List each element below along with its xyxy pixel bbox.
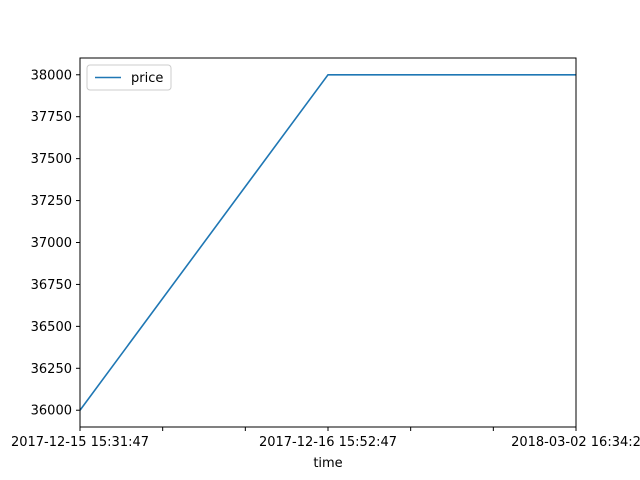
legend-box bbox=[86, 64, 172, 91]
y-axis: 36000 36250 36500 36750 37000 37250 37500 37750… bbox=[31, 68, 80, 419]
x-tick-label: 2017-12-16 15:52:47 bbox=[259, 435, 397, 450]
y-tick-label: 38000 bbox=[31, 68, 72, 83]
y-tick-label: 37250 bbox=[31, 194, 72, 209]
y-tick-label: 36250 bbox=[31, 362, 72, 377]
legend: price bbox=[86, 64, 172, 91]
y-tick-label: 37000 bbox=[31, 236, 72, 251]
y-tick-label: 37500 bbox=[31, 152, 72, 167]
series-line-price bbox=[79, 73, 576, 411]
y-tick-label: 36750 bbox=[31, 278, 72, 293]
x-axis: 2017-12-15 15:31:47 2017-12-16 15:52:47 20… bbox=[11, 427, 640, 450]
x-axis-title: time bbox=[313, 456, 342, 471]
legend-label: price bbox=[131, 71, 163, 86]
y-tick-label: 36000 bbox=[31, 404, 72, 419]
y-tick-label: 37750 bbox=[31, 110, 72, 125]
y-tick-label: 36500 bbox=[31, 320, 72, 335]
x-tick-label: 2017-12-15 15:31:47 bbox=[11, 435, 149, 450]
x-tick-label: 2018-03-02 16:34:2 bbox=[511, 435, 640, 450]
